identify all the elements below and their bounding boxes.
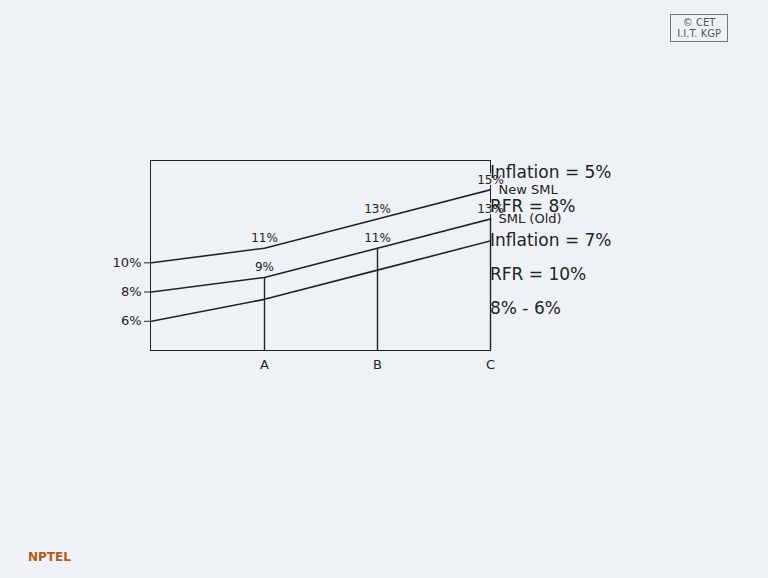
svg-text:13%: 13% xyxy=(364,202,391,216)
svg-text:9%: 9% xyxy=(255,260,274,274)
svg-text:11%: 11% xyxy=(364,231,391,245)
svg-text:New SML: New SML xyxy=(499,182,559,197)
svg-text:10%: 10% xyxy=(113,255,142,270)
svg-text:6%: 6% xyxy=(121,313,142,328)
svg-text:11%: 11% xyxy=(251,231,278,245)
svg-text:C: C xyxy=(486,357,495,372)
svg-text:A: A xyxy=(260,357,269,372)
svg-text:8%: 8% xyxy=(121,284,142,299)
svg-text:B: B xyxy=(373,357,382,372)
